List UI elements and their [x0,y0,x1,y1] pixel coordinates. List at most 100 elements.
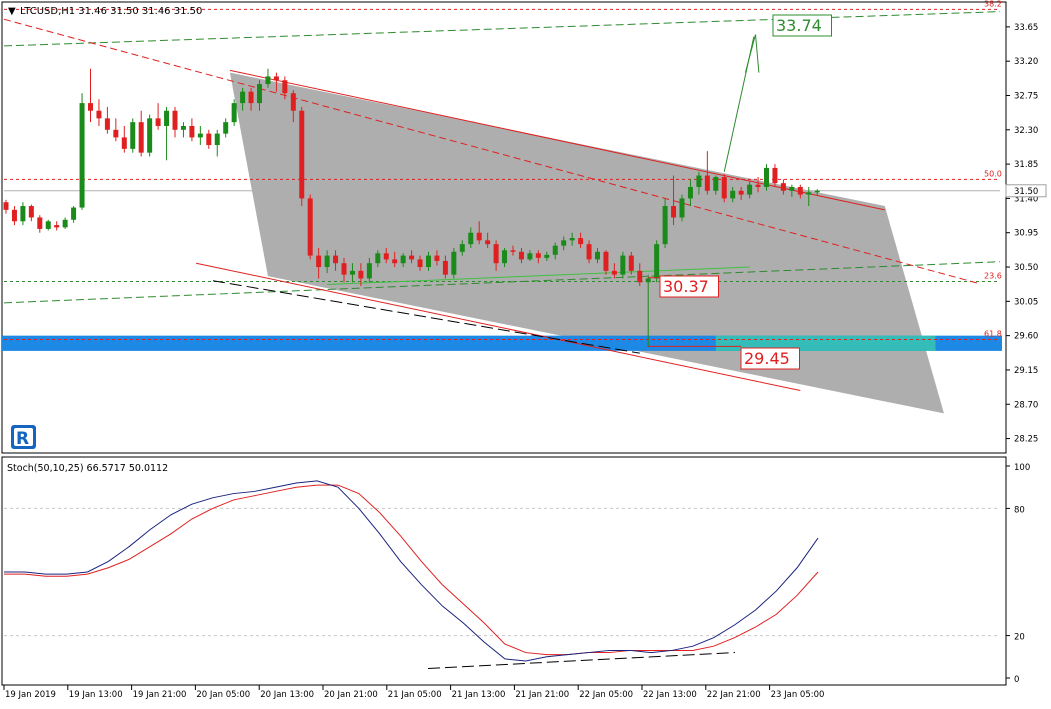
candle-body [502,250,508,264]
channel-upper-line [229,69,885,211]
candle-body [713,177,719,191]
candle-body [11,209,17,222]
candle-body [383,253,389,260]
candle-body [797,186,803,195]
price-tick-label: 29.15 [1014,366,1038,376]
candle-body [569,238,575,241]
time-tick-label: 19 Jan 13:00 [69,690,123,700]
candle-body [366,263,372,279]
level-mid-label-box [659,275,719,298]
level-low-label-box [740,347,800,370]
candle-body [510,250,516,252]
candle-body [493,244,499,264]
time-tick-label: 21 Jan 13:00 [452,690,506,700]
candle-body [121,137,127,149]
candle-body [392,259,398,264]
candle-body [88,103,93,111]
candle-body [704,175,710,191]
candle-body [375,253,381,264]
target-label-box [772,14,832,37]
candle-body [468,232,474,245]
candle-body [62,219,68,228]
candle-body [96,110,102,119]
candle-body [282,80,288,94]
time-tick-label: 19 Jan 2019 [5,690,56,700]
candle-body [130,122,136,149]
candle-body [603,251,609,271]
candle-body [764,167,769,187]
candle-body [290,93,296,111]
time-tick-label: 22 Jan 21:00 [707,690,761,700]
menu-triangle-icon[interactable]: ▼ [8,6,16,17]
candle-body [662,206,668,245]
fib-level-label: 50.0 [984,169,1002,178]
candle-body [434,255,440,261]
candle-body [206,133,212,146]
time-tick-label: 20 Jan 13:00 [260,690,314,700]
level-mid-label: 30.37 [663,277,709,296]
fib-level-label: 38.2 [984,0,1002,8]
candle-body [273,76,279,81]
stoch-tick-label: 0 [1014,675,1019,685]
candle-body [671,206,677,218]
candle-body [349,270,355,275]
fib-level-label: 61.8 [984,329,1002,338]
time-tick-label: 22 Jan 05:00 [579,690,633,700]
symbol-info: LTCUSD,H1 31.46 31.50 31.46 31.50 [20,6,202,17]
candle-body [223,122,229,134]
time-tick-label: 21 Jan 05:00 [388,690,442,700]
candle-body [417,259,423,268]
candle-body [147,118,153,153]
roboforex-logo: R [11,425,36,449]
price-tick-label: 28.70 [1014,400,1038,410]
candle-body [806,192,812,195]
target-arrow-head [744,34,760,73]
stoch-tick-label: 20 [1014,633,1025,643]
candle-body [333,255,339,264]
price-channel [229,72,944,414]
candle-body [628,255,634,271]
price-tick-label: 33.65 [1014,23,1038,33]
price-tick-label: 33.20 [1014,57,1038,67]
candle-body [164,110,170,126]
time-tick-label: 19 Jan 21:00 [133,690,187,700]
target-label: 33.74 [776,16,822,35]
price-tick-label: 31.40 [1014,194,1038,204]
candle-body [3,202,9,210]
price-tick-label: 32.75 [1014,91,1038,101]
candle-body [747,184,753,195]
candle-body [299,110,305,199]
candle-body [552,245,558,255]
candle-body [37,217,43,229]
stoch-main-line [4,480,819,662]
candle-body [780,183,786,191]
time-tick-label: 20 Jan 21:00 [324,690,378,700]
price-tick-label: 32.30 [1014,126,1038,136]
candle-body [544,254,550,258]
candle-body [586,244,592,260]
candle-body [28,206,34,218]
candle-body [578,238,584,245]
candle-body [307,198,313,256]
candle-body [54,225,60,228]
time-tick-label: 22 Jan 13:00 [643,690,697,700]
candle-body [476,232,482,241]
indicator-pane-frame [1,456,1007,686]
red-dashed-trendline [3,18,981,285]
candle-body [341,263,347,275]
candle-body [485,240,491,245]
candle-body [789,186,795,191]
candle-body [595,251,600,260]
price-tick-label: 31.85 [1014,160,1038,170]
candle-body [104,118,110,130]
candle-body [197,133,203,138]
candle-body [645,278,651,283]
candle-body [358,270,364,279]
candle-body [316,255,322,268]
candle-body [409,255,415,260]
candle-body [721,177,727,199]
candle-body [730,190,736,199]
candle-body [535,253,541,258]
